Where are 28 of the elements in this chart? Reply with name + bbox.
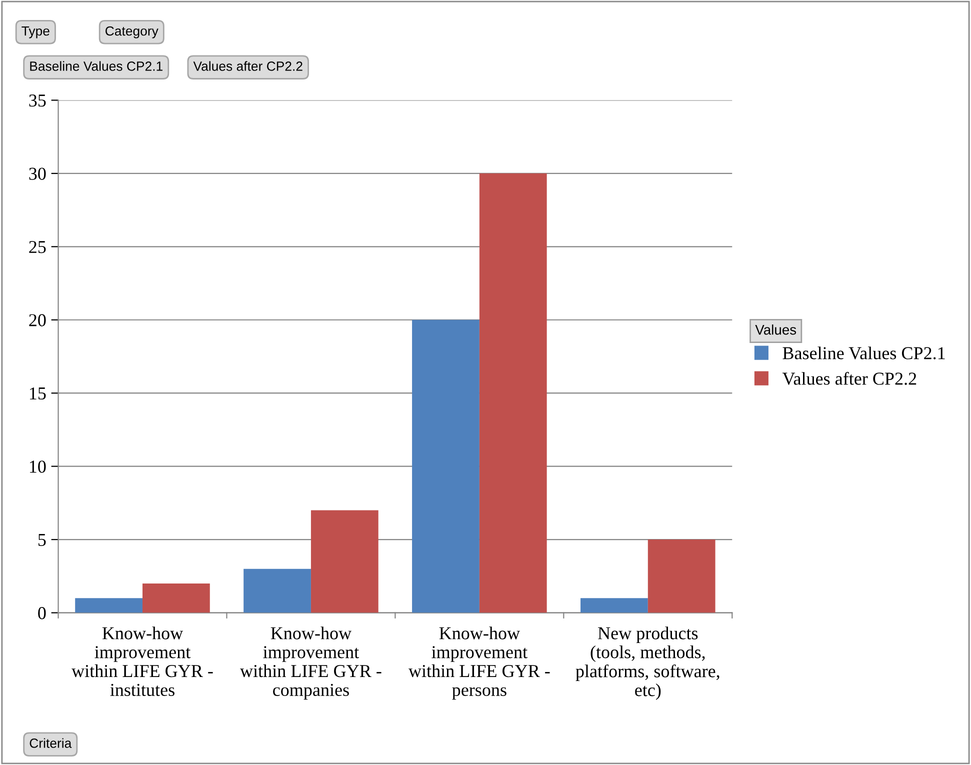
bar	[75, 598, 142, 613]
y-tick-label: 5	[38, 534, 46, 546]
bar	[412, 320, 480, 613]
x-tick-label: Know-how improvement within LIFE GYR - institutes	[72, 626, 213, 696]
x-tick-label: New products (tools, methods, platforms, software, etc)	[576, 626, 720, 700]
bar	[648, 540, 716, 613]
text: Category	[106, 26, 158, 38]
bar	[310, 510, 378, 613]
bar	[244, 568, 311, 613]
legend-label: Baseline Values CP2.1	[782, 346, 945, 360]
bar	[479, 173, 547, 613]
text: Values after CP2.2	[193, 61, 302, 71]
text: Baseline Values CP2.1	[30, 61, 162, 71]
y-tick-label: 25	[29, 240, 46, 254]
y-tick-label: 15	[30, 387, 46, 400]
x-tick-label: Know-how improvement within LIFE GYR - persons	[408, 626, 550, 700]
y-tick-label: 30	[29, 168, 46, 180]
y-tick-label: 10	[30, 460, 46, 473]
y-tick-label: 20	[29, 314, 46, 326]
x-tick-label: Know-how improvement within LIFE GYR - companies	[240, 626, 382, 700]
bar	[142, 583, 210, 613]
text: Type	[22, 26, 50, 38]
legend-title: Values	[755, 324, 796, 335]
legend-label: Values after CP2.2	[782, 372, 916, 385]
bar	[580, 598, 648, 613]
y-tick-label: 0	[38, 607, 46, 620]
text: Criteria	[30, 738, 72, 748]
y-tick-label: 35	[29, 94, 46, 107]
